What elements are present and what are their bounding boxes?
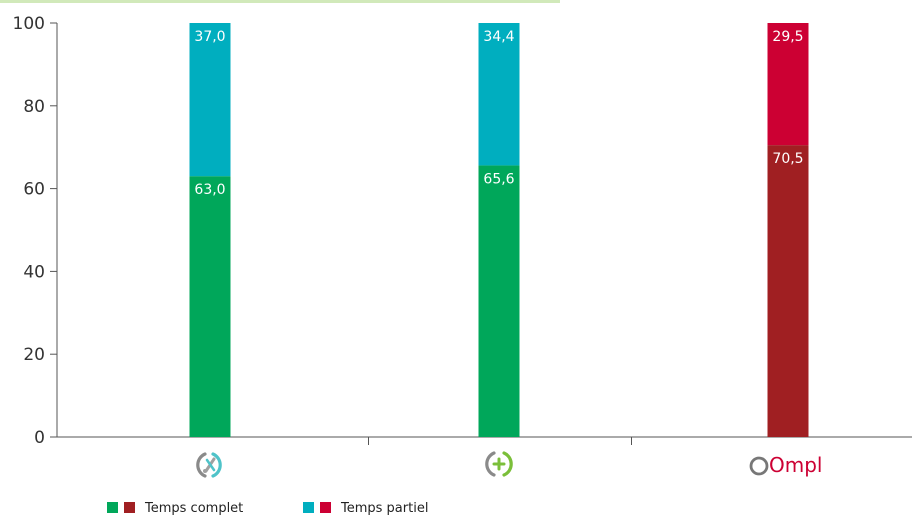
ompl-logo-text: Ompl <box>769 453 822 477</box>
data-label: 37,0 <box>194 29 225 45</box>
data-labels: 63,0 37,0 65,6 34,4 70,5 29,5 <box>194 29 803 198</box>
legend-item-temps-partiel: Temps partiel <box>303 501 428 516</box>
legend-swatch-complet-green <box>107 502 118 513</box>
legend-swatch-partiel-red <box>320 502 331 513</box>
legend: Temps complet Temps partiel <box>107 501 428 516</box>
cropped-title-fragment <box>0 0 560 3</box>
data-label: 63,0 <box>194 182 225 198</box>
legend-swatch-partiel-teal <box>303 502 314 513</box>
data-label: 70,5 <box>772 151 803 167</box>
category-icon-3: Ompl <box>749 453 822 477</box>
ompl-logo: Ompl <box>749 453 822 477</box>
legend-label-temps-complet: Temps complet <box>144 501 243 516</box>
category-icon-1 <box>196 452 222 478</box>
y-tick-label: 20 <box>23 345 45 365</box>
bar-segment-temps-partiel <box>478 23 520 166</box>
plus-circle-icon <box>485 451 513 477</box>
y-tick-label: 0 <box>34 428 45 448</box>
y-tick-label: 100 <box>13 14 45 34</box>
y-ticks: 0 20 40 60 80 100 <box>13 14 57 448</box>
y-tick-label: 40 <box>23 262 45 282</box>
scissors-circle-icon <box>196 452 222 478</box>
bar-segment-temps-complet <box>478 165 520 437</box>
legend-label-temps-partiel: Temps partiel <box>340 501 428 516</box>
bar-segment-temps-partiel <box>767 23 809 146</box>
bar-segment-temps-partiel <box>189 23 231 177</box>
y-tick-label: 80 <box>23 97 45 117</box>
category-icon-2 <box>485 451 513 477</box>
x-ticks <box>368 437 632 445</box>
bars <box>189 23 809 437</box>
bar-segment-temps-complet <box>189 176 231 437</box>
legend-swatch-complet-red <box>124 502 135 513</box>
y-tick-label: 60 <box>23 180 45 200</box>
data-label: 34,4 <box>483 29 514 45</box>
legend-item-temps-complet: Temps complet <box>107 501 243 516</box>
data-label: 65,6 <box>483 171 514 187</box>
data-label: 29,5 <box>772 29 803 45</box>
bar-segment-temps-complet <box>767 145 809 437</box>
